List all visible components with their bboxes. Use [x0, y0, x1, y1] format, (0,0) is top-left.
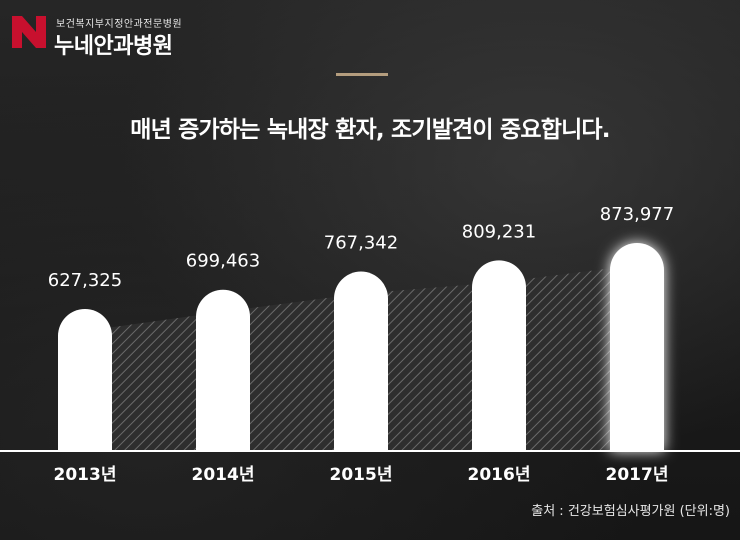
bar-2015년: [334, 271, 388, 451]
x-tick-label: 2013년: [54, 465, 117, 485]
value-label: 699,463: [186, 251, 260, 272]
value-label: 809,231: [462, 221, 536, 242]
bar-2014년: [196, 289, 250, 451]
bar-2013년: [58, 309, 112, 451]
value-label: 767,342: [324, 233, 398, 254]
source-note: 출처 : 건강보험심사평가원 (단위:명): [531, 504, 730, 519]
value-label: 627,325: [48, 270, 122, 291]
value-label: 873,977: [600, 204, 674, 225]
logo-subtitle: 보건복지부지정안과전문병원: [56, 19, 183, 30]
title-divider: [336, 73, 388, 76]
bar-2017년: [610, 243, 664, 451]
logo-name: 누네안과병원: [54, 34, 173, 59]
bar-2016년: [472, 260, 526, 451]
x-tick-label: 2017년: [606, 465, 669, 485]
x-tick-label: 2014년: [192, 465, 255, 485]
page-title: 매년 증가하는 녹내장 환자, 조기발견이 중요합니다.: [130, 117, 610, 143]
x-tick-label: 2015년: [330, 465, 393, 485]
x-tick-label: 2016년: [468, 465, 531, 485]
logo-mark-icon: [12, 16, 46, 48]
